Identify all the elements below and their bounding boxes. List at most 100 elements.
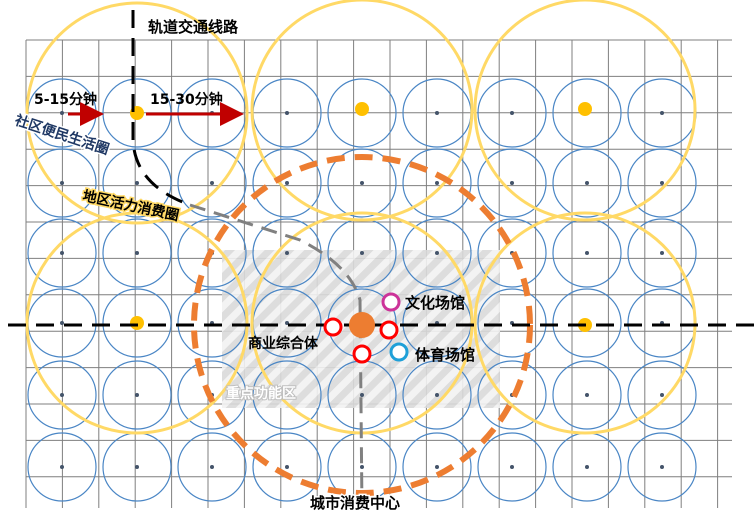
commercial-complex-ring [323,317,343,337]
community-grid-circle [27,218,97,288]
district-circle [473,211,697,435]
city-center-label: 城市消费中心 [310,494,400,512]
rail-line-vertical [131,10,191,207]
community-grid-dot [660,465,664,469]
community-grid-circle [177,432,247,502]
community-grid-dot [210,181,214,185]
community-grid-circle [402,432,472,502]
community-grid-circle [552,78,622,148]
community-grid-dot [285,465,289,469]
community-grid-circle [477,360,547,430]
community-grid-circle [102,360,172,430]
community-grid-circle [477,148,547,218]
community-grid-circle [27,360,97,430]
district-circle [473,0,697,222]
community-grid-dot [60,321,64,325]
district-circle [25,1,249,225]
community-grid-dot [360,393,364,397]
community-grid-dot [135,465,139,469]
community-grid-dot [660,393,664,397]
district-circle [25,211,249,435]
district-circles [25,0,697,435]
community-grid-dot [585,181,589,185]
community-grid-dot [435,465,439,469]
community-grid-dot [585,251,589,255]
community-grid-dot [285,111,289,115]
community-grid-dot [135,181,139,185]
community-grid-dot [210,465,214,469]
community-grid-circle [552,360,622,430]
community-grid-circle [552,148,622,218]
community-grid-circle [177,148,247,218]
community-grid-dot [60,393,64,397]
community-grid-circle [252,360,322,430]
culture-venue-label: 文化场馆 [405,294,465,312]
community-grid-dot [60,111,64,115]
community-grid-circle [477,218,547,288]
community-grid-dot [660,111,664,115]
community-grid-dot [660,181,664,185]
community-node [130,316,144,330]
commercial-complex-label: 商业综合体 [248,335,319,352]
community-grid-dot [60,251,64,255]
walk-long-label: 15-30分钟 [150,91,223,108]
sports-venue-label: 体育场馆 [415,346,475,364]
community-grid-circle [402,218,472,288]
community-grid-dot [660,251,664,255]
community-grid-dot [510,181,514,185]
community-grid-dot [435,393,439,397]
community-grid-circle [627,148,697,218]
community-grid-dot [285,251,289,255]
community-grid-circle [27,148,97,218]
district-circle-label: 地区活力消费圈 [81,187,180,224]
community-grid-circle [402,148,472,218]
community-circle-label: 社区便民生活圈 [12,111,111,158]
community-grid-circle [102,288,172,358]
community-grid-circle [477,432,547,502]
community-grid-dot [135,393,139,397]
community-grid-circle [102,148,172,218]
city-center-node [349,312,375,338]
community-grid-dot [360,465,364,469]
community-grid-dot [285,393,289,397]
key-zone-label: 重点功能区 [226,385,296,402]
rail-line-label: 轨道交通线路 [148,18,239,36]
community-grid-dot [360,181,364,185]
community-grid-dot [435,181,439,185]
community-node [578,102,592,116]
community-grid-circle [327,78,397,148]
community-grid-circle [327,148,397,218]
community-grid-dot [585,393,589,397]
community-grid-dot [285,181,289,185]
community-grid-dot [360,251,364,255]
community-grid-circle [477,78,547,148]
community-grid-dot [135,251,139,255]
rail-line-connector [189,203,364,511]
community-grid-circle [477,288,547,358]
community-grid-circle [27,432,97,502]
community-grid-circle [177,218,247,288]
culture-venue-ring [381,292,401,312]
community-grid-circle [627,218,697,288]
community-grid-circle [102,218,172,288]
commercial-complex-ring [379,320,399,340]
commercial-complex-ring [352,344,372,364]
district-circle [250,0,474,222]
community-grid-dot [60,465,64,469]
community-grid-circle [627,432,697,502]
community-grid-dot [510,111,514,115]
community-grid-dot [585,465,589,469]
community-grid-dot [435,111,439,115]
community-grid-circle [402,360,472,430]
community-grid-dot [435,251,439,255]
community-grid-circle [252,148,322,218]
community-grid-circle [552,288,622,358]
community-grid-circle [627,360,697,430]
sports-venue-ring [389,342,409,362]
community-grid-dot [60,181,64,185]
walk-short-label: 5-15分钟 [34,91,97,108]
community-grid-circle [252,432,322,502]
community-node [355,102,369,116]
